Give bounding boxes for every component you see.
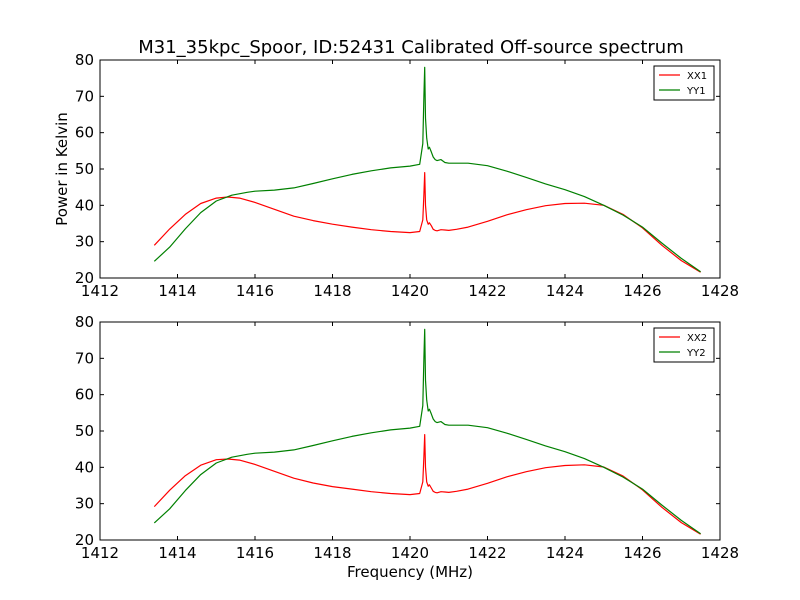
y-tick-label: 40 — [75, 458, 94, 476]
x-tick-label: 1420 — [391, 282, 429, 300]
y-tick-label: 20 — [75, 269, 94, 287]
y-tick-label: 50 — [75, 422, 94, 440]
series-line-yy1 — [153, 66, 701, 273]
x-tick-label: 1424 — [546, 544, 584, 562]
x-tick-label: 1428 — [701, 544, 739, 562]
y-tick-label: 80 — [75, 313, 94, 331]
legend-label-yy2: YY2 — [686, 348, 706, 359]
figure-title: M31_35kpc_Spoor, ID:52431 Calibrated Off… — [138, 37, 684, 58]
x-tick-label: 1412 — [81, 282, 119, 300]
series-line-xx2 — [153, 434, 701, 535]
x-tick-label: 1426 — [623, 544, 661, 562]
x-tick-label: 1414 — [158, 282, 196, 300]
y-tick-label: 30 — [75, 233, 94, 251]
x-tick-label: 1416 — [236, 544, 274, 562]
y-tick-label: 50 — [75, 160, 94, 178]
y-tick-label: 30 — [75, 495, 94, 513]
x-tick-label: 1418 — [313, 282, 351, 300]
legend-label-xx2: XX2 — [687, 333, 707, 344]
x-tick-label: 1422 — [468, 544, 506, 562]
legend-label-yy1: YY1 — [686, 86, 706, 97]
plot-frame — [99, 59, 721, 279]
series-line-yy2 — [153, 328, 701, 535]
legend-label-xx1: XX1 — [687, 71, 707, 82]
legend-box — [653, 65, 715, 101]
legend-box — [653, 327, 715, 363]
y-tick-label: 60 — [75, 124, 94, 142]
x-tick-label: 1412 — [81, 544, 119, 562]
x-tick-label: 1414 — [158, 544, 196, 562]
y-tick-label: 20 — [75, 531, 94, 549]
y-axis-label: Power in Kelvin — [53, 112, 71, 226]
y-tick-label: 80 — [75, 51, 94, 69]
bottom-plot: 1412 1414 1416 1418 1420 1422 1424 1426 1428 20 30… — [75, 313, 739, 581]
plot-frame — [99, 321, 721, 541]
y-tick-label: 70 — [75, 87, 94, 105]
series-line-xx1 — [153, 172, 701, 273]
y-tick-label: 40 — [75, 196, 94, 214]
x-tick-label: 1418 — [313, 544, 351, 562]
x-axis-label: Frequency (MHz) — [347, 563, 473, 581]
x-tick-label: 1428 — [701, 282, 739, 300]
y-tick-label: 60 — [75, 386, 94, 404]
x-tick-label: 1422 — [468, 282, 506, 300]
x-tick-label: 1424 — [546, 282, 584, 300]
x-tick-label: 1426 — [623, 282, 661, 300]
x-tick-label: 1416 — [236, 282, 274, 300]
y-tick-label: 70 — [75, 349, 94, 367]
top-plot: 1412 1414 1416 1418 1420 1422 1424 1426 1428 20 30… — [53, 51, 739, 300]
x-tick-label: 1420 — [391, 544, 429, 562]
